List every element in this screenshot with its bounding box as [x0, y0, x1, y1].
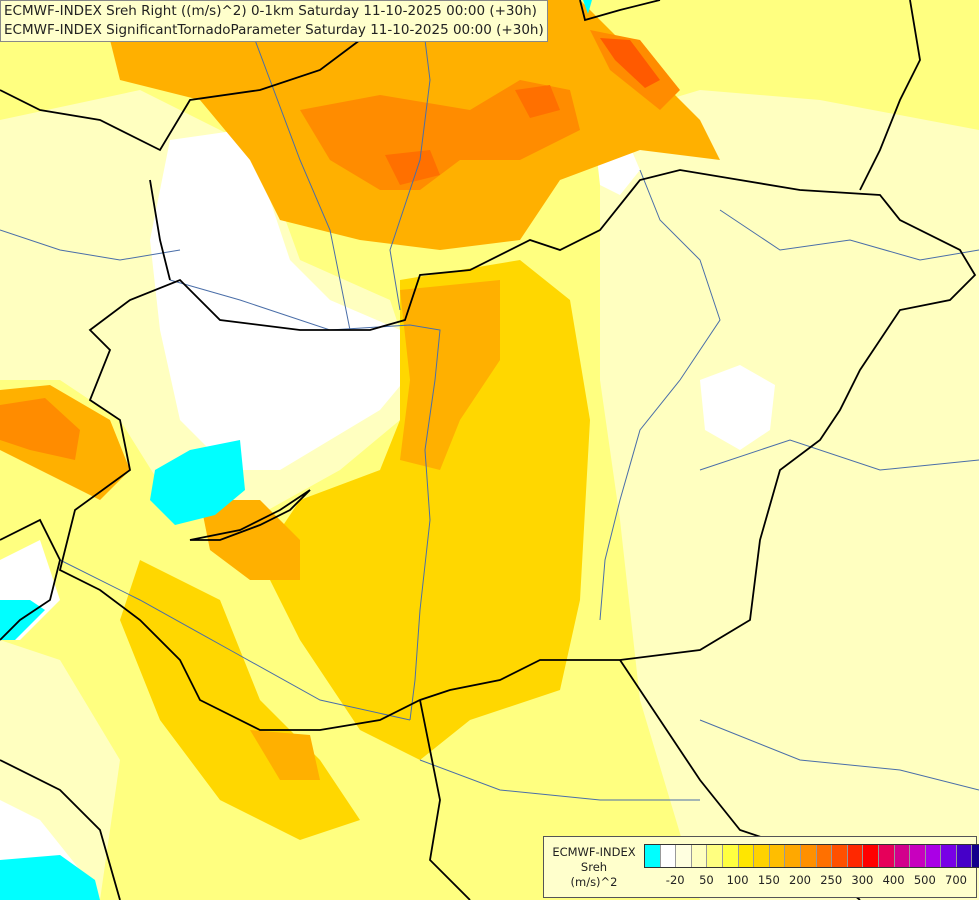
border-southwest	[0, 518, 61, 641]
legend: ECMWF-INDEX Sreh (m/s)^2 -20 50 100 150 200 2…	[543, 836, 979, 898]
river-south	[419, 759, 700, 801]
red-orange-zone-northeast	[600, 38, 660, 88]
river-southeast	[699, 719, 979, 791]
legend-tick-label: 300	[851, 873, 874, 887]
dark-orange-zone-west	[0, 398, 80, 460]
legend-tick-label: 250	[820, 873, 843, 887]
gold-zone-central	[260, 260, 590, 760]
dark-orange-zone-north	[300, 80, 580, 190]
orange-zone-south	[250, 730, 320, 780]
legend-label-line-2: Sreh	[580, 860, 608, 874]
river-danube	[169, 279, 441, 721]
legend-swatch	[660, 845, 677, 867]
river-north	[239, 0, 351, 331]
river-tisza	[599, 169, 721, 621]
border-south	[419, 699, 471, 900]
river-drava	[59, 559, 411, 721]
border-west	[149, 179, 171, 281]
legend-label: ECMWF-INDEX Sreh (m/s)^2	[548, 845, 640, 890]
red-orange-zone-north	[385, 150, 440, 185]
legend-tick-label: 400	[882, 873, 905, 887]
border-balaton	[189, 489, 311, 541]
legend-swatch	[941, 845, 957, 867]
white-patch-west	[150, 130, 405, 470]
legend-swatch	[754, 845, 770, 867]
legend-swatch	[691, 845, 708, 867]
legend-swatch	[832, 845, 848, 867]
cyan-patch-balaton	[150, 440, 245, 525]
cyan-patch-top	[583, 0, 592, 14]
title-box: ECMWF-INDEX Sreh Right ((m/s)^2) 0-1km S…	[0, 0, 548, 42]
legend-ticks: -20 50 100 150 200 250 300 400 500 700	[644, 873, 974, 889]
border-east-north	[859, 0, 921, 191]
river-east-2	[699, 439, 979, 471]
legend-swatch	[738, 845, 755, 867]
pale-zone-northwest	[20, 100, 160, 250]
river-east	[719, 209, 979, 261]
legend-swatch	[910, 845, 926, 867]
river-north-2	[389, 0, 431, 311]
title-line-2: ECMWF-INDEX SignificantTornadoParameter …	[4, 22, 544, 38]
border-northeast	[579, 0, 661, 22]
legend-swatches	[644, 844, 979, 868]
legend-swatch	[676, 845, 692, 867]
legend-swatch	[956, 845, 973, 867]
legend-label-line-3: (m/s)^2	[570, 875, 618, 889]
legend-tick-label: 100	[726, 873, 749, 887]
legend-swatch	[878, 845, 895, 867]
legend-swatch	[769, 845, 786, 867]
legend-swatch	[645, 845, 661, 867]
white-patch-center-east	[700, 365, 775, 450]
legend-swatch	[894, 845, 911, 867]
rivers	[0, 0, 979, 801]
legend-tick-label: 500	[913, 873, 936, 887]
legend-tick-label: -20	[665, 873, 685, 887]
pale-zone-east	[600, 90, 979, 900]
legend-label-line-1: ECMWF-INDEX	[552, 845, 636, 859]
legend-tick-label: 50	[699, 873, 714, 887]
border-bottom-left	[0, 759, 121, 900]
legend-swatch	[722, 845, 739, 867]
legend-swatch	[863, 845, 879, 867]
legend-tick-label: 700	[945, 873, 967, 887]
legend-swatch	[816, 845, 833, 867]
legend-swatch	[707, 845, 723, 867]
title-line-1: ECMWF-INDEX Sreh Right ((m/s)^2) 0-1km S…	[4, 3, 537, 19]
red-orange-zone-north-2	[515, 85, 560, 118]
legend-tick-label: 200	[789, 873, 811, 887]
orange-zone-southwest	[200, 500, 300, 580]
legend-swatch	[972, 845, 979, 867]
river-west	[0, 229, 181, 261]
legend-tick-label: 150	[757, 873, 780, 887]
legend-swatch	[800, 845, 817, 867]
legend-swatch	[785, 845, 801, 867]
cyan-patch-bottom-left	[0, 855, 100, 900]
legend-swatch	[847, 845, 864, 867]
legend-swatch	[925, 845, 942, 867]
